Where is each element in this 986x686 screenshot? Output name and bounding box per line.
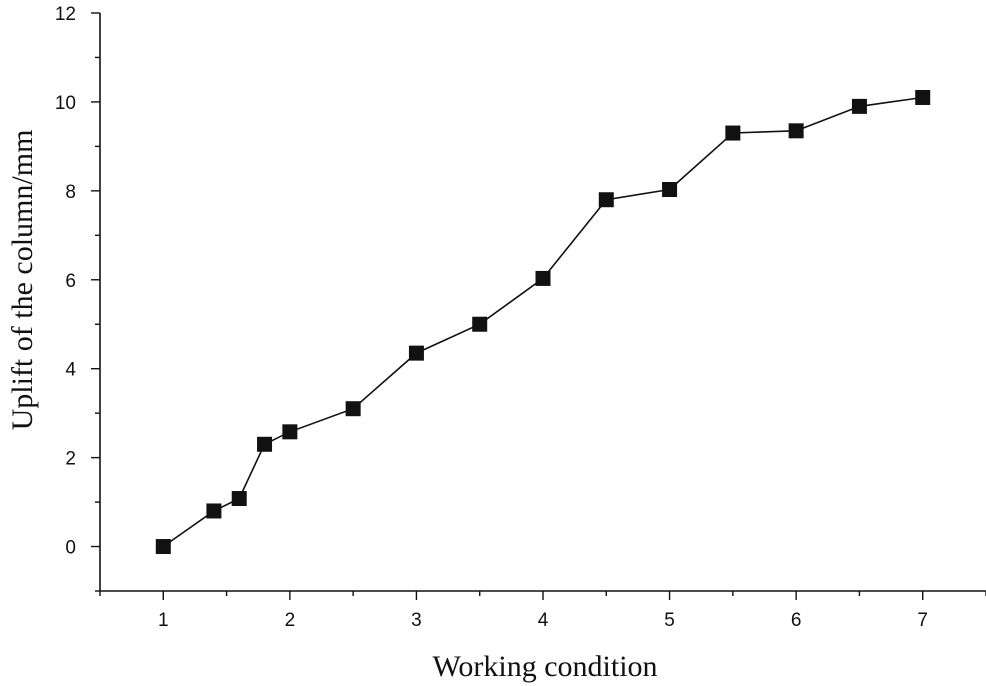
x-tick-label: 6	[791, 610, 802, 631]
x-tick-label: 1	[158, 610, 169, 631]
x-axis-title: Working condition	[432, 650, 657, 683]
data-point-marker	[472, 316, 488, 332]
data-point-marker	[231, 491, 247, 507]
data-point-marker	[206, 503, 222, 519]
y-tick-label: 10	[55, 93, 76, 114]
data-point-marker	[345, 401, 361, 417]
y-tick-label: 4	[65, 360, 76, 381]
data-point-marker	[851, 98, 867, 114]
y-tick-label: 2	[65, 449, 76, 470]
x-tick-label: 2	[285, 610, 296, 631]
data-point-marker	[535, 270, 551, 286]
data-point-marker	[725, 125, 741, 141]
data-point-marker	[788, 123, 804, 139]
y-tick-label: 0	[65, 538, 76, 559]
data-point-marker	[598, 192, 614, 208]
x-tick-label: 7	[917, 610, 928, 631]
data-point-marker	[257, 436, 273, 452]
data-point-marker	[408, 345, 424, 361]
data-point-marker	[155, 539, 171, 555]
data-point-marker	[662, 182, 678, 198]
series-line	[162, 96, 923, 548]
x-tick-label: 4	[538, 610, 549, 631]
data-point-marker	[282, 424, 298, 440]
x-tick-label: 3	[411, 610, 422, 631]
series	[155, 89, 931, 555]
y-tick-label: 12	[55, 4, 76, 25]
x-tick-label: 5	[664, 610, 675, 631]
y-tick-label: 6	[65, 271, 76, 292]
y-tick-label: 8	[65, 182, 76, 203]
data-point-marker	[915, 89, 931, 105]
y-axis-title: Uplift of the column/mm	[6, 130, 39, 431]
